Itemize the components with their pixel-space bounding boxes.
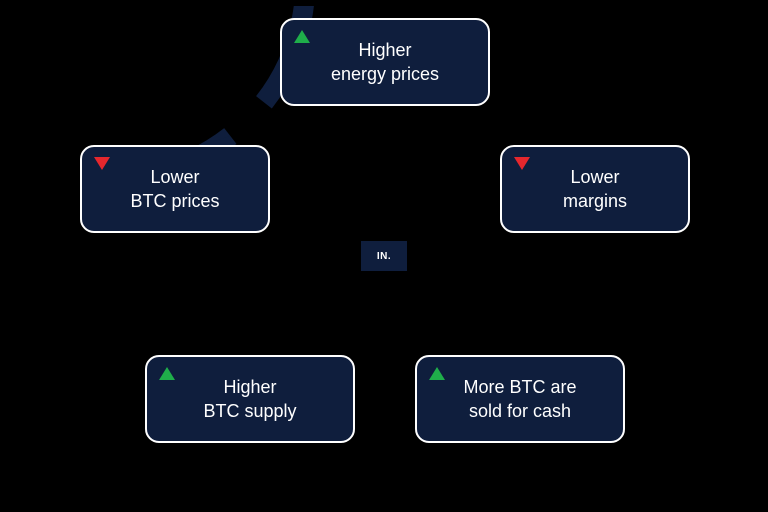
up-triangle-icon <box>429 367 445 380</box>
up-triangle-icon <box>159 367 175 380</box>
up-triangle-icon <box>294 30 310 43</box>
cycle-node-btc-supply: HigherBTC supply <box>145 355 355 443</box>
center-logo-text: IN. <box>377 251 391 262</box>
cycle-node-margins: Lowermargins <box>500 145 690 233</box>
node-label: Lowermargins <box>563 165 627 214</box>
cycle-node-energy-prices: Higherenergy prices <box>280 18 490 106</box>
node-label: LowerBTC prices <box>130 165 219 214</box>
cycle-node-btc-prices: LowerBTC prices <box>80 145 270 233</box>
node-label: HigherBTC supply <box>203 375 296 424</box>
node-label: More BTC aresold for cash <box>463 375 576 424</box>
center-logo: IN. <box>361 241 407 271</box>
down-triangle-icon <box>514 157 530 170</box>
node-label: Higherenergy prices <box>331 38 439 87</box>
cycle-node-btc-sold: More BTC aresold for cash <box>415 355 625 443</box>
down-triangle-icon <box>94 157 110 170</box>
